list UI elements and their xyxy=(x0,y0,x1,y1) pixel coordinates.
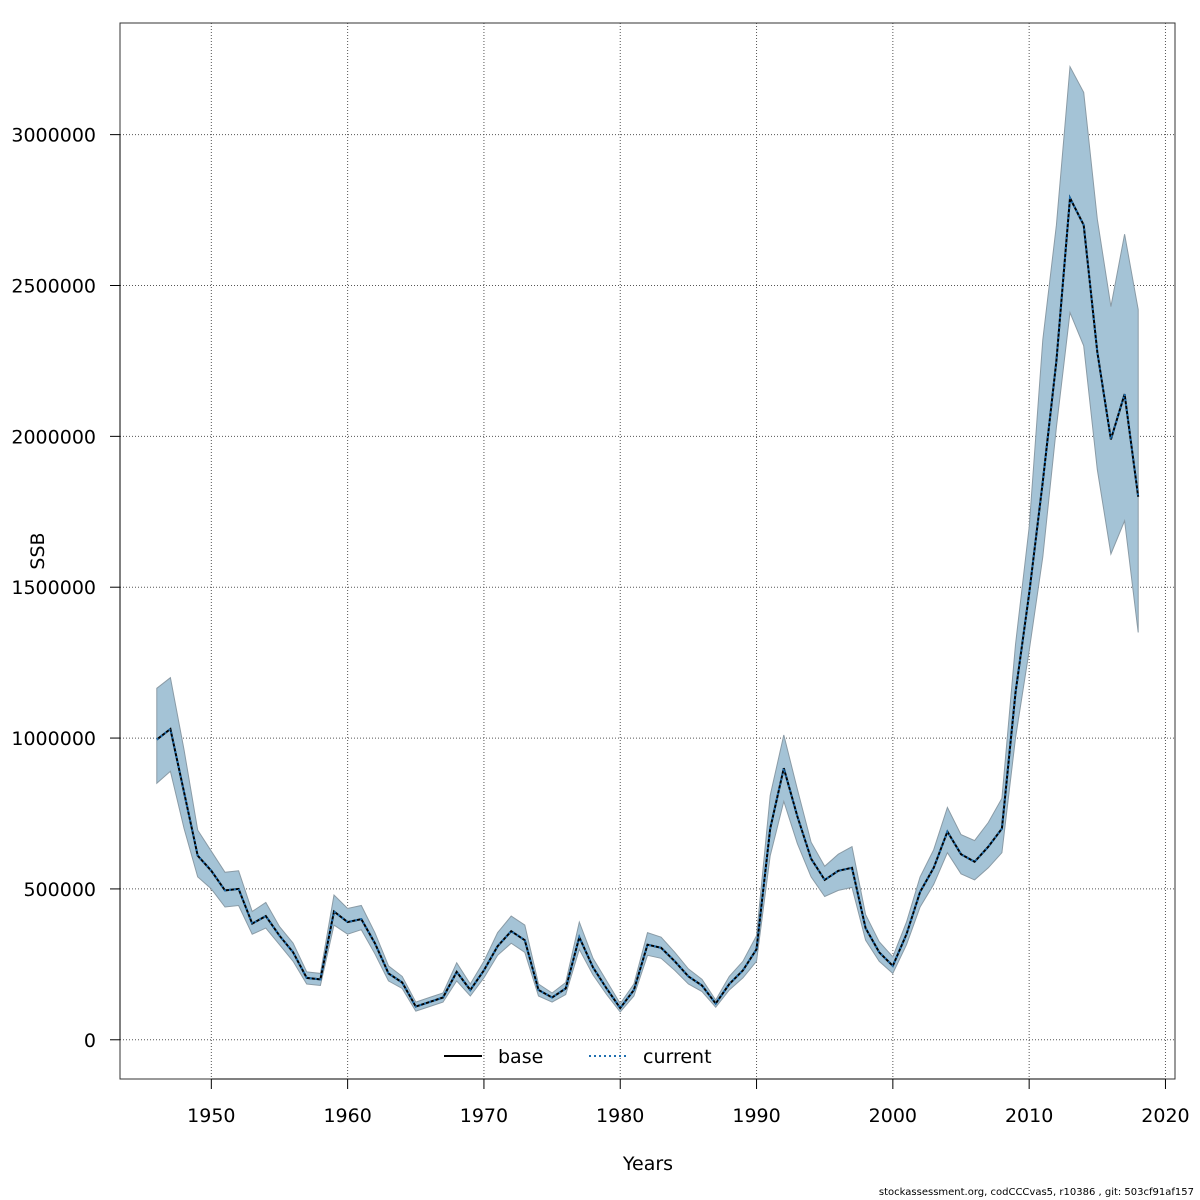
grid-lines xyxy=(120,23,1175,1079)
confidence-band xyxy=(156,64,1139,1013)
x-tick-label-1960: 1960 xyxy=(323,1105,371,1127)
x-tick-label-2010: 2010 xyxy=(1005,1105,1053,1127)
x-tick-label-1950: 1950 xyxy=(187,1105,235,1127)
y-tick-label-3000000: 3000000 xyxy=(11,125,96,147)
y-tick-label-500000: 500000 xyxy=(23,879,96,901)
x-tick-label-1970: 1970 xyxy=(460,1105,508,1127)
legend-label-current: current xyxy=(643,1046,712,1068)
footer-credit: stockassessment.org, codCCCvas5, r10386 … xyxy=(878,1187,1194,1198)
y-tick-label-0: 0 xyxy=(84,1030,96,1052)
series-lines xyxy=(156,194,1140,1010)
plot-frame xyxy=(119,22,1176,1080)
y-axis: 0 500000 1000000 1500000 2000000 2500000 30000… xyxy=(11,125,121,1052)
x-tick-label-2020: 2020 xyxy=(1141,1105,1189,1127)
x-axis: 1950 1960 1970 1980 1990 2000 2010 2020 xyxy=(187,1078,1190,1127)
series-line-base xyxy=(156,194,1140,1010)
x-tick-label-1990: 1990 xyxy=(732,1105,780,1127)
x-axis-title: Years xyxy=(622,1153,673,1175)
x-tick-label-1980: 1980 xyxy=(596,1105,644,1127)
y-axis-title: SSB xyxy=(27,532,49,569)
y-tick-label-1000000: 1000000 xyxy=(11,728,96,750)
x-tick-label-2000: 2000 xyxy=(869,1105,917,1127)
y-tick-label-2500000: 2500000 xyxy=(11,275,96,297)
series-line-current xyxy=(156,194,1140,1010)
legend-label-base: base xyxy=(498,1046,543,1068)
legend: base current xyxy=(444,1046,712,1068)
y-tick-label-2000000: 2000000 xyxy=(11,426,96,448)
confidence-band-area xyxy=(156,64,1139,1013)
y-tick-label-1500000: 1500000 xyxy=(11,577,96,599)
